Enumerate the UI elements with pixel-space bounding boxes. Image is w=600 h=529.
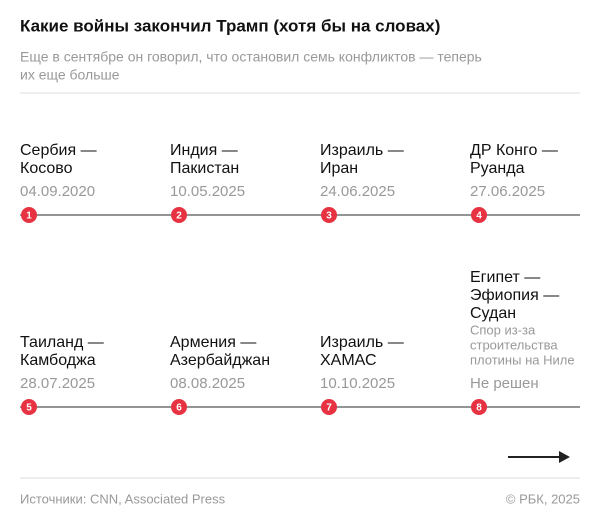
event-name: Индия — [170, 142, 238, 159]
arrow [508, 451, 570, 463]
event-name: Таиланд — [20, 334, 104, 351]
event-name: ДР Конго — [470, 142, 558, 159]
event-name: Египет — [470, 269, 540, 286]
event-date: 08.08.2025 [170, 375, 245, 392]
event-name: Пакистан [170, 160, 239, 177]
event-date: 10.10.2025 [320, 375, 395, 392]
subtitle: Еще в сентябре он говорил, что остановил… [20, 49, 482, 65]
event-number: 2 [176, 211, 182, 222]
event-name: ХАМАС [320, 352, 377, 369]
event-number: 8 [476, 403, 482, 414]
event-name: Азербайджан [170, 352, 270, 369]
event-marker [21, 399, 37, 415]
event-date: 10.05.2025 [170, 183, 245, 200]
event-date: 04.09.2020 [20, 183, 95, 200]
event-marker [471, 207, 487, 223]
event-marker [171, 207, 187, 223]
event-name: Израиль — [320, 334, 404, 351]
event-date: 27.06.2025 [470, 183, 545, 200]
sources: Источники: CNN, Associated Press [20, 491, 226, 506]
event-note: строительства [470, 337, 558, 352]
event-number: 6 [176, 403, 182, 414]
event-name: Израиль — [320, 142, 404, 159]
event-number: 7 [326, 403, 332, 414]
event-marker [321, 399, 337, 415]
event-name: Судан [470, 305, 516, 322]
event-date: 24.06.2025 [320, 183, 395, 200]
event-name: Косово [20, 160, 73, 177]
event-marker [321, 207, 337, 223]
event-date: Не решен [470, 375, 539, 392]
event-marker [171, 399, 187, 415]
event-name: Эфиопия — [470, 287, 559, 304]
event-name: Сербия — [20, 142, 97, 159]
event-number: 3 [326, 211, 332, 222]
event-name: Армения — [170, 334, 256, 351]
event-marker [21, 207, 37, 223]
event-date: 28.07.2025 [20, 375, 95, 392]
event-number: 4 [476, 211, 482, 222]
title: Какие войны закончил Трамп (хотя бы на с… [20, 16, 440, 35]
copyright: © РБК, 2025 [506, 491, 580, 506]
event-note: плотины на Ниле [470, 352, 575, 367]
event-name: Руанда [470, 160, 525, 177]
event-name: Иран [320, 160, 358, 177]
event-number: 5 [26, 403, 32, 414]
subtitle: их еще больше [20, 67, 120, 83]
event-name: Камбоджа [20, 352, 96, 369]
event-number: 1 [26, 211, 32, 222]
event-marker [471, 399, 487, 415]
event-note: Спор из-за [470, 322, 536, 337]
